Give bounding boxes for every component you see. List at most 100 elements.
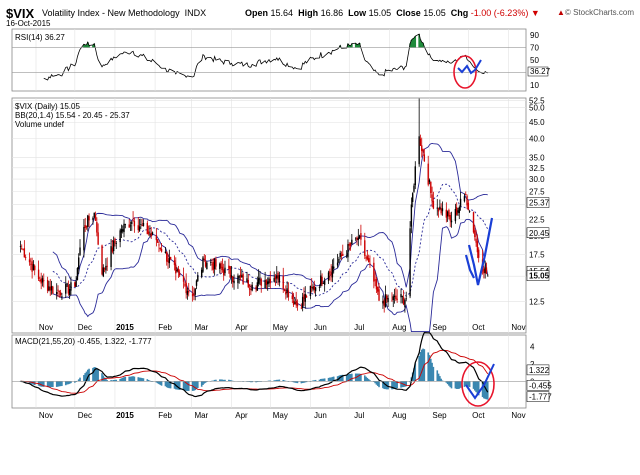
macd-histogram-bar [213,379,216,382]
macd-histogram-bar [86,369,89,382]
price-candle-body [422,149,424,153]
price-tick-label: 52.5 [529,97,545,106]
macd-histogram-bar [248,381,251,382]
price-candle-body [294,302,296,304]
macd-histogram-bar [149,380,151,382]
macd-histogram-bar [431,362,433,382]
price-candle-body [382,301,384,304]
price-candle-body [167,260,169,263]
price-tick-label: 40.0 [529,135,545,144]
macd-histogram-bar [268,380,270,382]
price-candle-body [140,224,142,225]
price-candle-body [19,246,22,247]
price-candle-body [57,289,59,291]
price-candle-body [278,275,281,283]
price-candle-body [131,221,133,224]
macd-histogram-bar [319,378,322,382]
price-candle-body [132,219,134,221]
price-candle-body [418,136,420,165]
price-candle-body [454,209,457,222]
price-candle-body [97,232,99,245]
macd-histogram-bar [70,381,72,384]
price-candle-body [393,295,396,298]
price-candle-body [123,223,125,233]
price-candle-body [364,240,366,256]
price-candle-body [330,273,332,276]
macd-histogram-bar [187,381,190,391]
macd-x-tick-label: Feb [158,411,172,420]
price-candle-body [197,275,199,281]
price-tag-box [526,270,550,281]
macd-histogram-bar [455,381,458,389]
price-candle-body [323,280,326,285]
price-candle-body [467,202,470,210]
price-candle-body [439,206,441,210]
macd-histogram-bar [391,381,393,390]
macd-histogram-bar [50,381,53,388]
price-candle-body [327,272,330,281]
price-candle-body [185,282,187,294]
price-candle-body [259,277,261,279]
macd-histogram-bar [31,381,33,385]
macd-histogram-bar [94,367,97,382]
macd-histogram-bar [274,380,277,382]
macd-x-tick-label: Nov [511,411,525,420]
macd-histogram-bar [356,373,358,382]
macd-histogram-bar [138,377,141,382]
price-candle-body [65,283,67,294]
price-candle-body [149,234,151,236]
price-candle-body [347,244,349,258]
macd-histogram-bar [405,381,408,387]
price-candle-body [391,300,393,302]
price-candle-body [339,252,341,257]
macd-histogram-bar [155,381,158,383]
macd-histogram-bar [428,355,431,382]
price-candle-body [291,295,293,300]
macd-histogram-bar [147,379,150,382]
macd-histogram-bar [318,379,321,382]
macd-histogram-bar [467,381,470,387]
price-candle-body [120,229,123,233]
price-candle-body [222,269,225,276]
macd-histogram-bar [30,381,32,384]
price-candle-body [106,265,108,267]
macd-histogram-bar [74,381,76,383]
price-candle-body [193,294,195,296]
price-candle-body [282,276,284,289]
price-candle-body [85,225,88,228]
price-candle-body [155,235,158,241]
price-x-tick-label: Mar [194,323,208,332]
price-candle-body [215,259,217,267]
price-candle-body [232,276,234,282]
price-candle-body [269,278,271,284]
price-candle-body [264,279,266,289]
price-candle-body [184,284,186,286]
price-x-tick-label: Jul [354,323,364,332]
macd-histogram-bar [269,380,272,382]
macd-histogram-bar [40,381,42,387]
macd-histogram-bar [322,378,325,382]
macd-x-tick-label: Sep [432,411,447,420]
macd-histogram-bar [140,377,142,382]
price-candle-body [358,235,361,239]
macd-histogram-bar [440,378,442,382]
macd-histogram-bar [219,379,221,382]
price-candle-body [176,269,178,272]
rsi-title: RSI(14) 36.27 [15,33,65,42]
price-candle-body [32,264,35,271]
macd-histogram-bar [401,381,404,388]
price-candle-body [338,259,340,263]
price-candle-body [156,239,159,243]
macd-histogram-bar [329,377,331,382]
price-candle-body [301,296,304,308]
macd-histogram-bar [222,379,225,382]
macd-histogram-bar [92,367,94,382]
macd-histogram-bar [314,379,317,382]
macd-x-tick-label: Mar [194,411,208,420]
price-candle-body [50,286,53,291]
price-candle-body [365,257,367,259]
macd-tick-label: 4 [530,343,535,352]
price-candle-body [229,266,231,278]
macd-histogram-bar [351,373,353,382]
macd-histogram-bar [75,381,77,383]
